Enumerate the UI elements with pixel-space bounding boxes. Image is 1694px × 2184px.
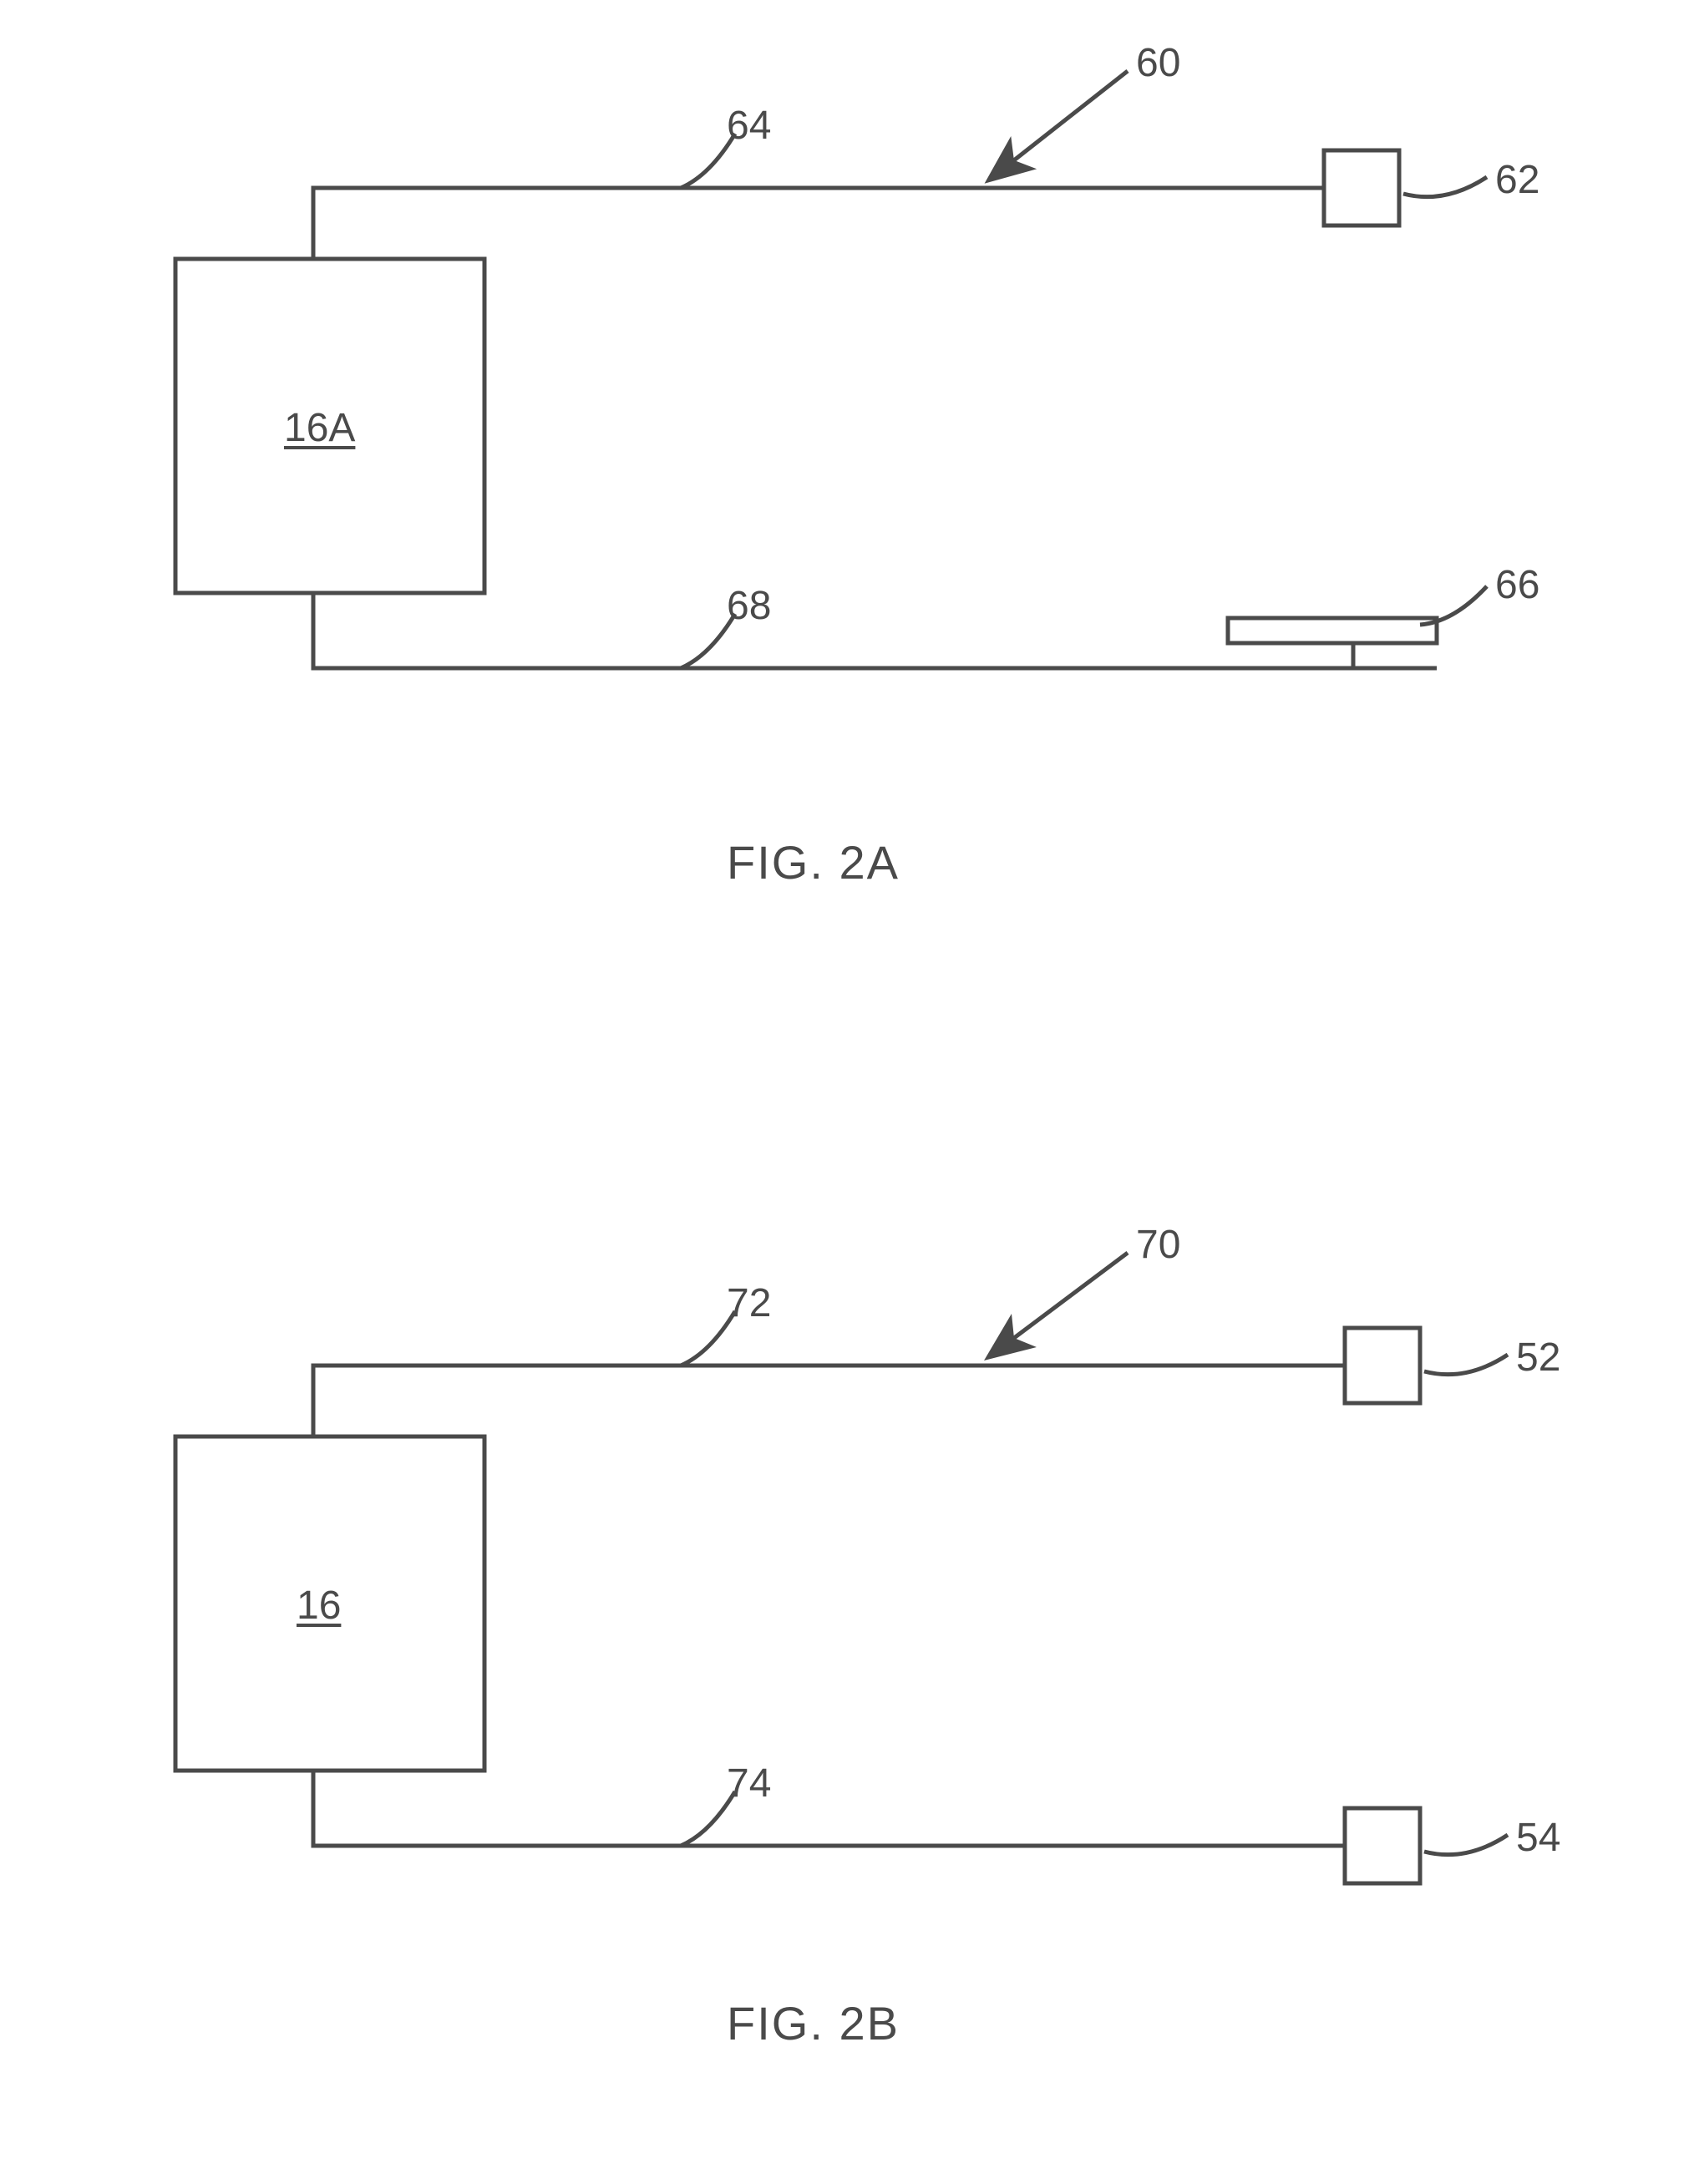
label-60: 60 [1136,40,1180,86]
lead-74 [313,1771,1345,1846]
box-54 [1345,1808,1420,1883]
label-64: 64 [727,103,771,149]
fig-2b [175,1253,1508,1883]
arrow-70 [1011,1253,1128,1340]
label-70: 70 [1136,1222,1180,1268]
box-52 [1345,1328,1420,1403]
lead-68 [313,593,1437,668]
box-62 [1324,150,1399,225]
label-68: 68 [727,583,771,629]
lead-72 [313,1366,1345,1437]
label-16: 16 [297,1583,341,1629]
label-74: 74 [727,1761,771,1806]
fig-2a [175,71,1487,668]
arrow-60 [1011,71,1128,163]
label-54: 54 [1516,1815,1560,1861]
leader-52 [1424,1355,1508,1375]
label-16a: 16A [284,405,355,451]
caption-fig2b: FIG. 2B [727,1996,900,2050]
label-52: 52 [1516,1335,1560,1381]
leader-62 [1403,177,1487,197]
label-66: 66 [1495,562,1539,608]
leader-54 [1424,1835,1508,1855]
lead-64 [313,188,1324,259]
label-72: 72 [727,1280,771,1326]
plate-66 [1228,618,1437,643]
caption-fig2a: FIG. 2A [727,835,900,889]
label-62: 62 [1495,157,1539,203]
diagram-canvas [0,0,1694,2184]
